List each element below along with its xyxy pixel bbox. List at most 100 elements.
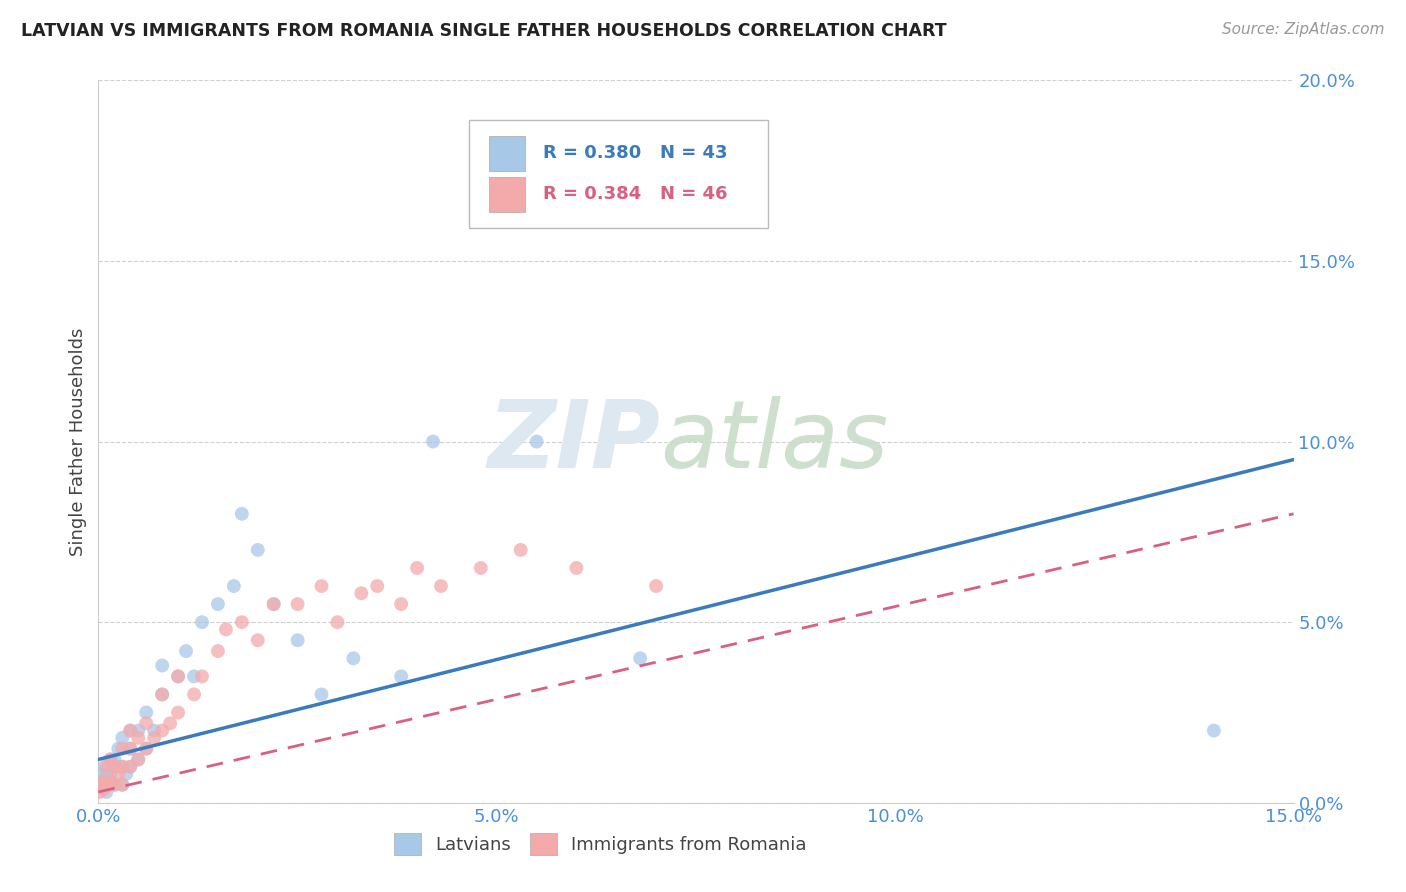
- Text: R = 0.384   N = 46: R = 0.384 N = 46: [543, 186, 727, 203]
- Y-axis label: Single Father Households: Single Father Households: [69, 327, 87, 556]
- Point: [470, 561, 492, 575]
- Point: [96, 785, 118, 799]
- Text: Source: ZipAtlas.com: Source: ZipAtlas.com: [1222, 22, 1385, 37]
- Text: R = 0.380   N = 43: R = 0.380 N = 43: [543, 145, 727, 162]
- Point: [96, 767, 118, 781]
- Point: [246, 542, 269, 557]
- Point: [326, 615, 349, 630]
- Point: [174, 644, 197, 658]
- Point: [167, 706, 190, 720]
- Point: [120, 741, 142, 756]
- Point: [167, 669, 190, 683]
- Point: [90, 778, 112, 792]
- Text: LATVIAN VS IMMIGRANTS FROM ROMANIA SINGLE FATHER HOUSEHOLDS CORRELATION CHART: LATVIAN VS IMMIGRANTS FROM ROMANIA SINGL…: [21, 22, 946, 40]
- Point: [231, 507, 253, 521]
- Point: [107, 741, 129, 756]
- Point: [509, 542, 531, 557]
- Point: [120, 760, 142, 774]
- Point: [526, 434, 548, 449]
- Point: [287, 633, 309, 648]
- Point: [150, 687, 173, 701]
- Point: [389, 597, 412, 611]
- Point: [143, 723, 166, 738]
- Point: [111, 741, 134, 756]
- Point: [91, 774, 114, 789]
- Point: [389, 669, 412, 683]
- Point: [111, 778, 134, 792]
- Point: [98, 752, 122, 766]
- Point: [167, 669, 190, 683]
- Point: [135, 741, 157, 756]
- Point: [183, 687, 205, 701]
- Point: [263, 597, 285, 611]
- Point: [135, 716, 157, 731]
- Point: [135, 706, 157, 720]
- Point: [97, 778, 120, 792]
- Point: [120, 723, 142, 738]
- Point: [127, 752, 149, 766]
- Point: [183, 669, 205, 683]
- Point: [120, 741, 142, 756]
- Point: [645, 579, 668, 593]
- Point: [350, 586, 373, 600]
- FancyBboxPatch shape: [489, 178, 524, 211]
- Point: [311, 687, 333, 701]
- Point: [287, 597, 309, 611]
- Point: [115, 767, 138, 781]
- Point: [89, 785, 111, 799]
- Point: [366, 579, 388, 593]
- Point: [231, 615, 253, 630]
- Point: [96, 760, 118, 774]
- Point: [98, 767, 122, 781]
- Point: [120, 760, 142, 774]
- FancyBboxPatch shape: [470, 120, 768, 228]
- Point: [98, 752, 122, 766]
- Point: [263, 597, 285, 611]
- Point: [103, 778, 125, 792]
- Point: [565, 561, 588, 575]
- Point: [150, 723, 173, 738]
- Point: [94, 760, 117, 774]
- Point: [120, 723, 142, 738]
- Point: [127, 731, 149, 745]
- Point: [111, 778, 134, 792]
- Point: [246, 633, 269, 648]
- Point: [96, 778, 118, 792]
- Text: ZIP: ZIP: [488, 395, 661, 488]
- Point: [111, 760, 134, 774]
- Point: [104, 760, 127, 774]
- Point: [215, 623, 238, 637]
- Point: [90, 778, 112, 792]
- Point: [159, 716, 181, 731]
- Text: atlas: atlas: [661, 396, 889, 487]
- Point: [98, 774, 122, 789]
- Point: [342, 651, 364, 665]
- Point: [311, 579, 333, 593]
- Point: [107, 767, 129, 781]
- Point: [135, 741, 157, 756]
- Point: [111, 760, 134, 774]
- Point: [207, 597, 229, 611]
- Point: [191, 669, 214, 683]
- Point: [222, 579, 245, 593]
- Legend: Latvians, Immigrants from Romania: Latvians, Immigrants from Romania: [387, 826, 814, 863]
- Point: [111, 731, 134, 745]
- Point: [406, 561, 429, 575]
- Point: [150, 687, 173, 701]
- Point: [103, 752, 125, 766]
- Point: [422, 434, 444, 449]
- Point: [1202, 723, 1225, 738]
- Point: [91, 767, 114, 781]
- Point: [150, 658, 173, 673]
- FancyBboxPatch shape: [489, 136, 524, 170]
- Point: [430, 579, 453, 593]
- Point: [191, 615, 214, 630]
- Point: [628, 651, 651, 665]
- Point: [127, 752, 149, 766]
- Point: [127, 723, 149, 738]
- Point: [143, 731, 166, 745]
- Point: [94, 781, 117, 796]
- Point: [103, 760, 125, 774]
- Point: [103, 778, 125, 792]
- Point: [207, 644, 229, 658]
